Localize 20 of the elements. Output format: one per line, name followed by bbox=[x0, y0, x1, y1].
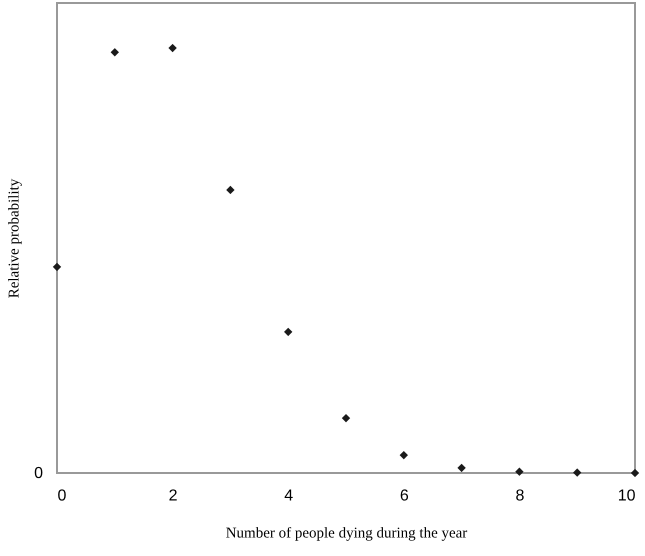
point bbox=[52, 262, 62, 272]
x-tick-label: 0 bbox=[58, 488, 66, 504]
point bbox=[342, 414, 350, 422]
point bbox=[284, 328, 292, 336]
x-axis-title: Number of people dying during the year bbox=[226, 526, 468, 542]
x-tick-label: 10 bbox=[618, 488, 636, 504]
point bbox=[515, 468, 524, 476]
point bbox=[110, 48, 119, 56]
x-tick-label: 8 bbox=[515, 488, 524, 504]
x-tick-label: 4 bbox=[284, 488, 294, 504]
point bbox=[226, 186, 235, 194]
point bbox=[630, 468, 640, 478]
point bbox=[457, 464, 466, 472]
x-tick-label: 6 bbox=[400, 488, 409, 504]
text: 0 bbox=[34, 465, 44, 482]
point bbox=[168, 44, 177, 52]
point bbox=[573, 468, 582, 477]
x-tick-label: 2 bbox=[168, 488, 178, 504]
point bbox=[400, 450, 408, 460]
y-axis-title: Relative probability bbox=[6, 178, 22, 298]
